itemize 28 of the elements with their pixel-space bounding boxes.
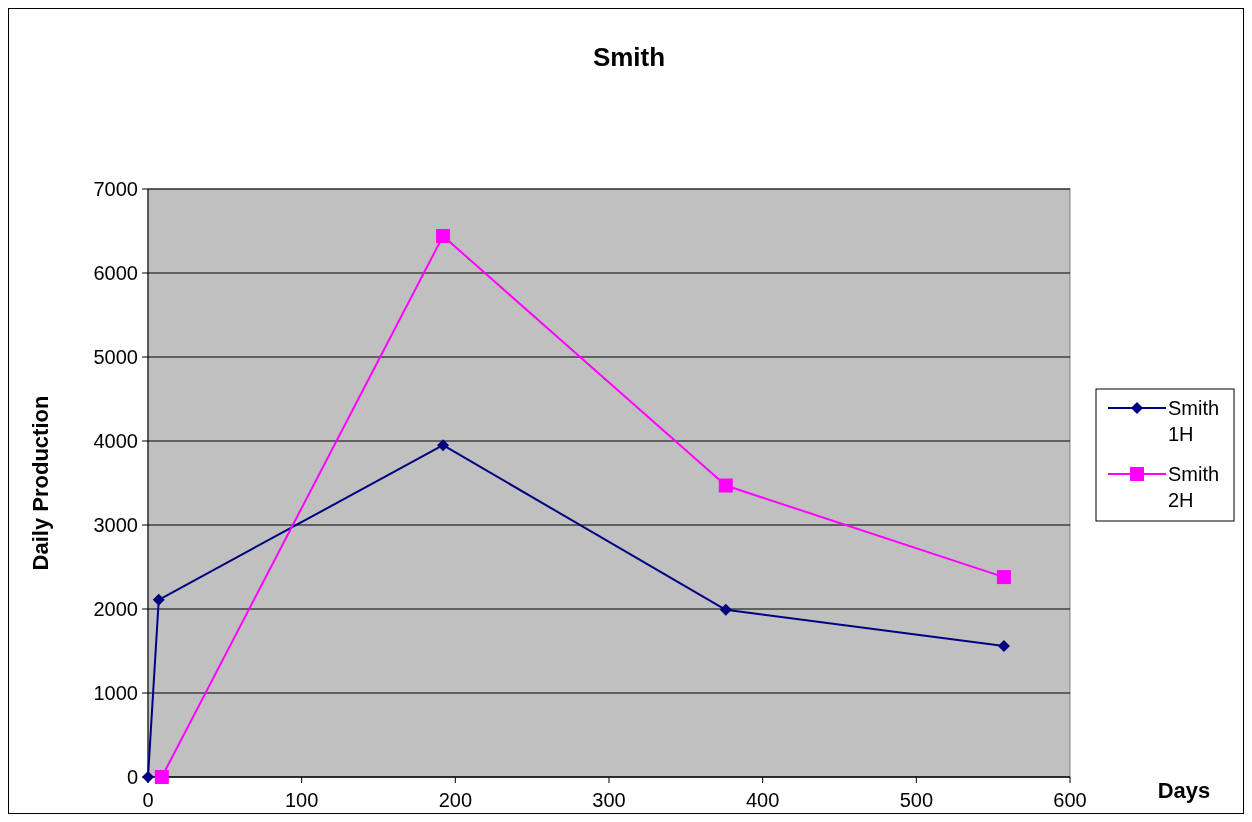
- legend-label: Smith 1H: [1168, 397, 1220, 445]
- y-axis-title: Daily Production: [28, 395, 53, 571]
- point: [997, 639, 1010, 652]
- chart-title: Smith: [592, 42, 666, 72]
- x-axis-title: Days: [1157, 778, 1211, 803]
- x-tick-label: 100: [284, 789, 319, 811]
- y-tick-label: 6000: [93, 262, 138, 284]
- point: [996, 570, 1011, 585]
- y-tick-label: 3000: [93, 514, 138, 536]
- x-tick-label: 500: [899, 789, 934, 811]
- point: [436, 229, 451, 244]
- point: [152, 593, 165, 606]
- y-tick-label: 5000: [93, 346, 138, 368]
- point: [719, 603, 732, 616]
- x-tick-label: 400: [745, 789, 780, 811]
- point: [718, 478, 733, 493]
- point: [437, 439, 450, 452]
- x-tick-label: 300: [592, 789, 626, 811]
- x-tick-label: 200: [438, 789, 473, 811]
- y-tick-label: 7000: [93, 178, 138, 200]
- point: [154, 770, 169, 784]
- y-tick-label: 0: [126, 766, 138, 788]
- y-tick-label: 2000: [93, 598, 138, 620]
- x-tick-label: 0: [142, 789, 154, 811]
- y-tick-label: 4000: [93, 430, 138, 452]
- legend-label: Smith 2H: [1168, 463, 1220, 511]
- x-tick-label: 600: [1053, 789, 1087, 811]
- y-tick-label: 1000: [93, 682, 138, 704]
